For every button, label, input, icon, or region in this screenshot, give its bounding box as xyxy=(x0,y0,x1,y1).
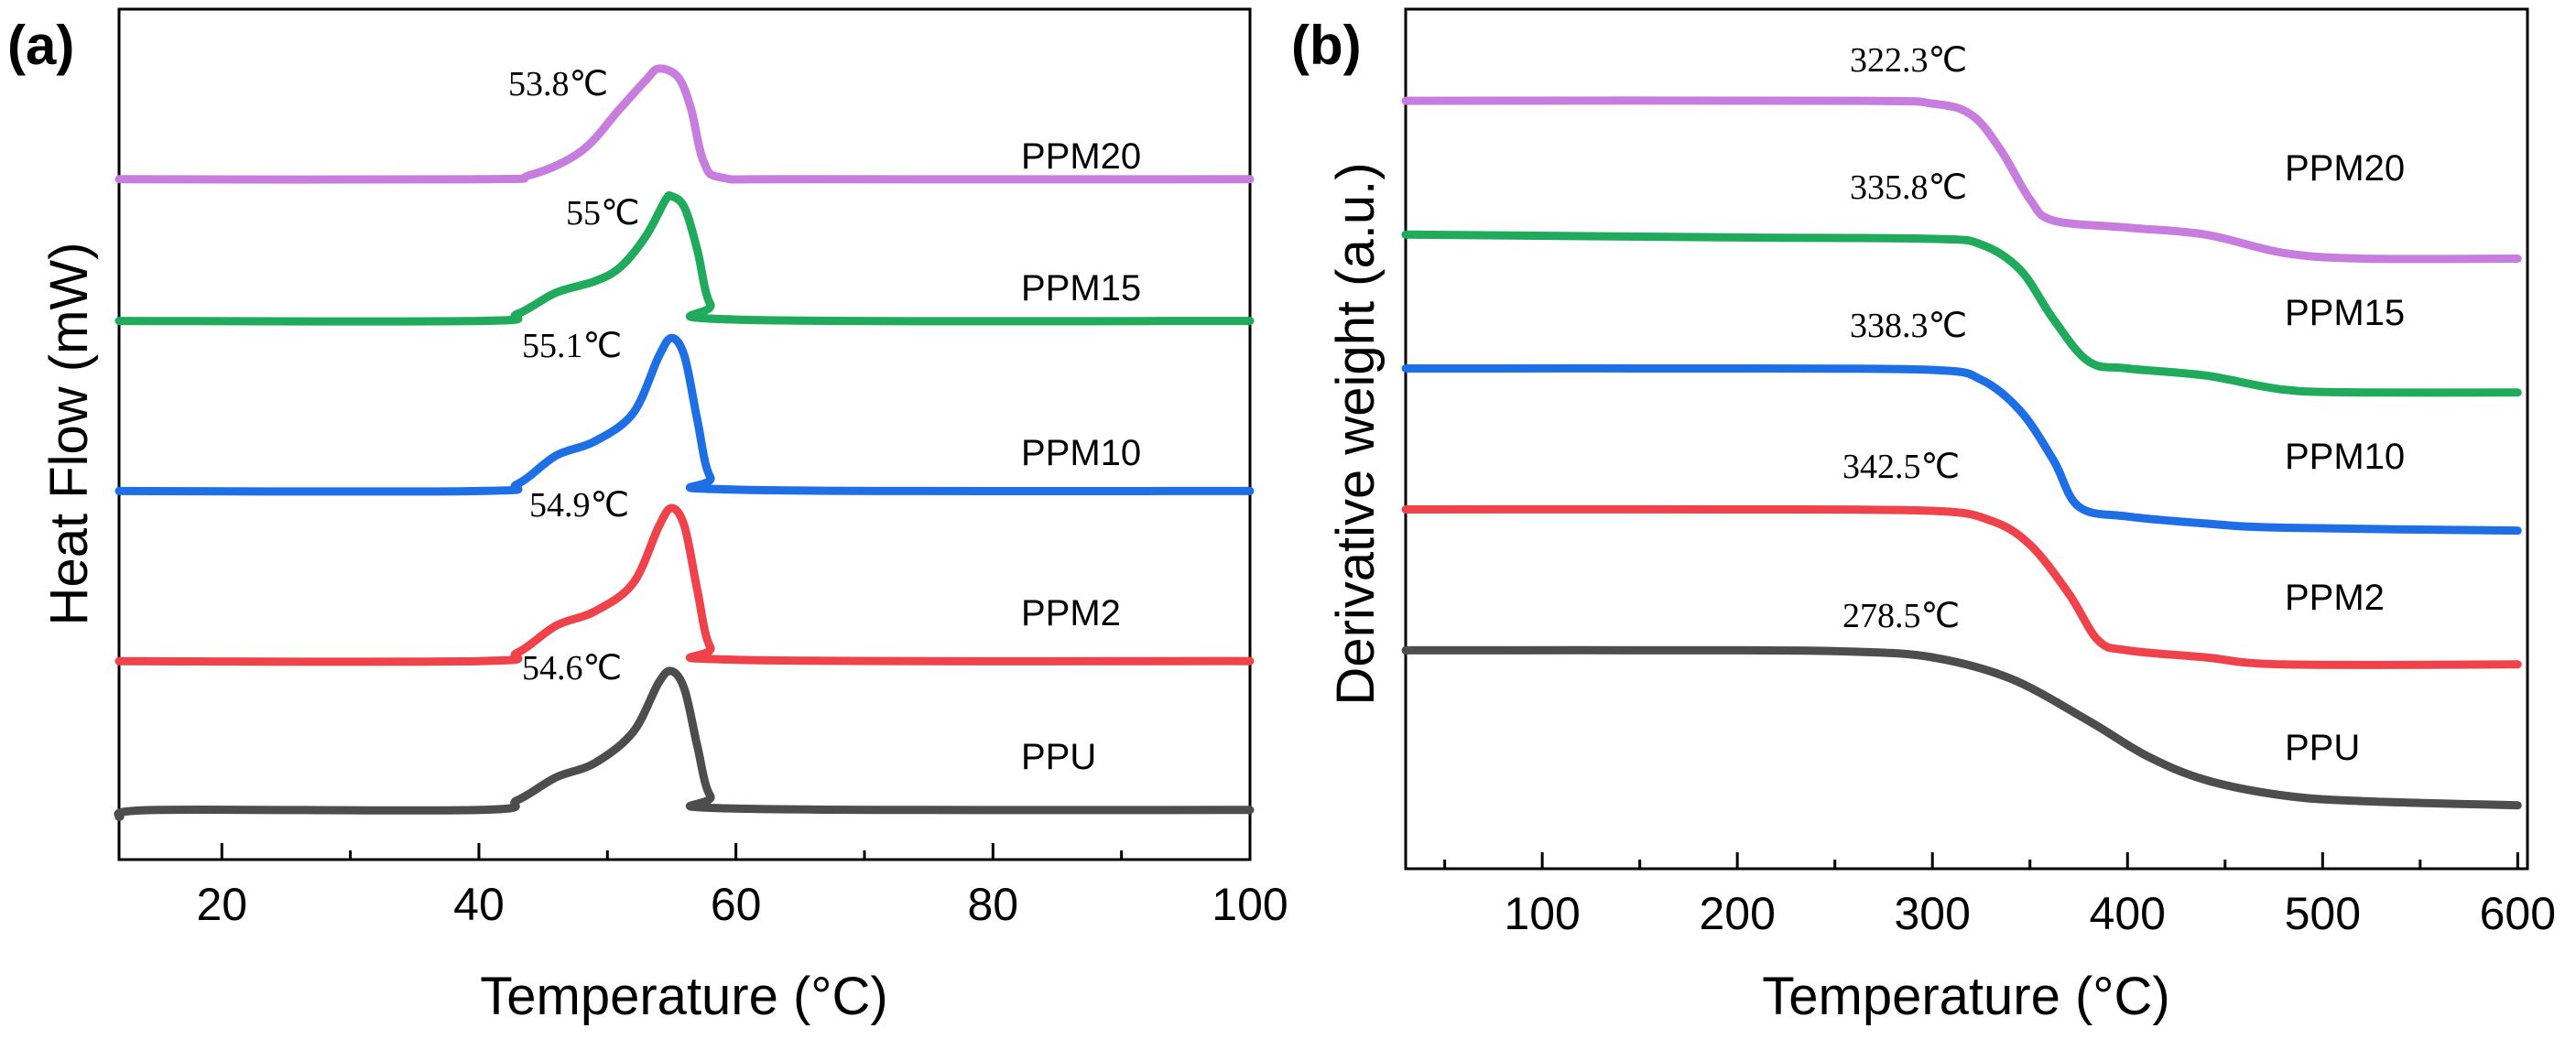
panel-b: (b) 100 200 300 400 500 600 PPM20PPM15PPM10PP… xyxy=(1291,7,2556,1026)
series-line-ppm2 xyxy=(114,503,1255,666)
x-tick-label: 80 xyxy=(968,879,1019,930)
x-tick-label: 200 xyxy=(1699,888,1775,939)
panel-a-peak-annotations: 53.8℃ 55℃ 55.1℃ 54.9℃ 54.6℃ xyxy=(508,65,640,687)
peak-annotation-ppu: 278.5℃ xyxy=(1842,597,1960,635)
x-tick-label: 40 xyxy=(453,879,505,930)
panel-b-x-axis-label: Temperature (°C) xyxy=(1762,967,2169,1026)
panel-b-label: (b) xyxy=(1291,15,1362,76)
x-tick-label: 300 xyxy=(1894,888,1970,939)
peak-annotation-ppm20: 53.8℃ xyxy=(508,65,608,103)
series-label-ppm20: PPM20 xyxy=(2285,148,2405,189)
panel-a-ticks: 20 40 60 80 100 xyxy=(196,843,1288,930)
series-label-ppm10: PPM10 xyxy=(1021,433,1141,473)
series-line-ppm20 xyxy=(114,64,1255,184)
peak-annotation-ppm2: 342.5℃ xyxy=(1842,448,1960,486)
series-line-ppm2 xyxy=(1401,504,2522,669)
peak-annotation-ppm15: 55℃ xyxy=(566,194,640,233)
series-label-ppm15: PPM15 xyxy=(1021,268,1141,308)
panel-a-label: (a) xyxy=(7,15,74,76)
panel-b-y-axis-label: Derivative weight (a.u.) xyxy=(1326,162,1386,705)
x-tick-label: 400 xyxy=(2090,888,2166,939)
series-label-ppm2: PPM2 xyxy=(2285,578,2385,618)
series-label-ppu: PPU xyxy=(2285,728,2360,768)
panel-a-series xyxy=(114,64,1255,821)
panel-b-ticks: 100 200 300 400 500 600 xyxy=(1443,852,2556,939)
series-line-ppm10 xyxy=(1401,363,2522,536)
peak-annotation-ppm20: 322.3℃ xyxy=(1850,41,1967,80)
panel-a-x-axis-label: Temperature (°C) xyxy=(480,967,887,1026)
series-line-ppm20 xyxy=(1401,96,2522,264)
x-tick-label: 500 xyxy=(2285,888,2361,939)
series-line-ppu xyxy=(1401,645,2522,810)
series-label-ppu: PPU xyxy=(1021,737,1096,777)
x-tick-label: 600 xyxy=(2480,888,2556,939)
panel-a-series-labels: PPM20 PPM15 PPM10 PPM2 PPU xyxy=(1021,136,1141,777)
series-line-ppm15 xyxy=(114,190,1255,326)
panel-a: (a) 20 40 60 80 100 PPM20 PPM15 PPM10 PPM2 PPU 5… xyxy=(7,7,1288,1026)
x-tick-label: 100 xyxy=(1212,879,1288,930)
x-tick-label: 60 xyxy=(711,879,762,930)
x-tick-label: 100 xyxy=(1504,888,1580,939)
peak-annotation-ppm10: 55.1℃ xyxy=(522,327,622,365)
panel-b-peak-annotations: 322.3℃ 335.8℃ 338.3℃ 342.5℃ 278.5℃ xyxy=(1842,41,1967,635)
panel-b-series xyxy=(1401,96,2522,810)
peak-annotation-ppm15: 335.8℃ xyxy=(1850,168,1967,207)
peak-annotation-ppu: 54.6℃ xyxy=(522,649,622,687)
series-label-ppm2: PPM2 xyxy=(1021,593,1121,633)
series-label-ppm10: PPM10 xyxy=(2285,437,2405,477)
x-tick-label: 20 xyxy=(196,879,247,930)
panel-a-axes-frame xyxy=(117,7,1252,861)
peak-annotation-ppm10: 338.3℃ xyxy=(1850,307,1967,345)
series-label-ppm15: PPM15 xyxy=(2285,293,2405,333)
panel-b-series-labels: PPM20 PPM15 PPM10 PPM2 PPU xyxy=(2285,148,2405,768)
peak-annotation-ppm2: 54.9℃ xyxy=(529,486,629,525)
series-line-ppm10 xyxy=(114,333,1255,496)
series-line-ppu xyxy=(114,666,1255,821)
series-line-ppm15 xyxy=(1401,230,2522,397)
series-label-ppm20: PPM20 xyxy=(1021,136,1141,177)
panel-a-y-axis-label: Heat Flow (mW) xyxy=(39,243,99,626)
panel-b-axes-frame xyxy=(1404,7,2529,871)
